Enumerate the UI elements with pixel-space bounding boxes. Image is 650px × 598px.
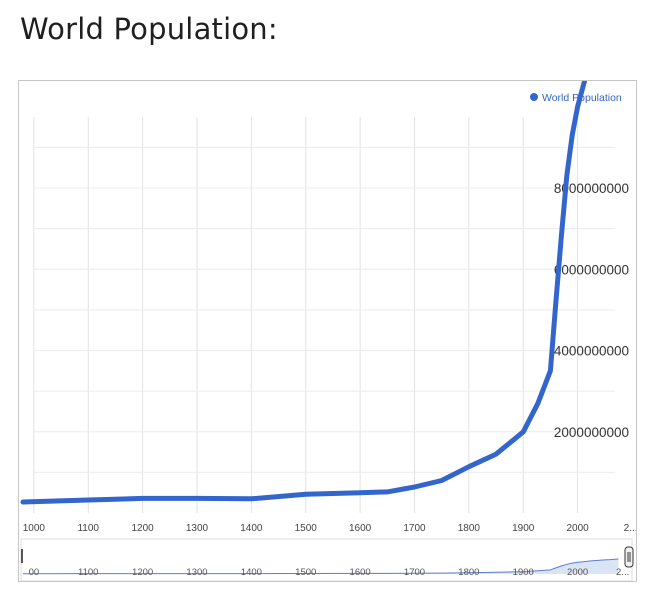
range-selector-tick-label: 1400	[241, 567, 262, 578]
y-tick-label: 2000000000	[554, 425, 629, 440]
page-title: World Population:	[20, 12, 278, 46]
range-selector[interactable]: 00 1100 1200 1300 1400 1500 1600 1700 1800 1900 20…	[20, 538, 634, 581]
y-tick-label: 4000000000	[554, 344, 629, 359]
chart-frame: 2000000000 4000000000 6000000000 8000000000…	[18, 80, 637, 582]
range-selector-background	[20, 538, 633, 581]
range-selector-tick-label: 1800	[458, 567, 479, 578]
range-selector-tick-label: 1300	[186, 567, 207, 578]
x-tick-label: 1600	[349, 523, 372, 534]
x-tick-label: 1100	[77, 523, 99, 534]
range-selector-tick-label: 2...	[616, 567, 629, 578]
x-tick-label: 1400	[240, 523, 263, 534]
legend-label-world-population[interactable]: World Population	[542, 92, 622, 104]
range-selector-tick-label: 00	[29, 567, 40, 578]
legend[interactable]: World Population	[530, 92, 622, 104]
x-tick-label: 1300	[186, 523, 209, 534]
range-selector-tick-label: 1600	[350, 567, 371, 578]
range-selector-mini-area	[23, 559, 619, 574]
range-selector-tick-label: 1700	[404, 567, 425, 578]
y-tick-label: 6000000000	[554, 262, 629, 277]
range-selector-tick-label: 1200	[132, 567, 153, 578]
range-selector-tick-label: 2000	[567, 567, 588, 578]
line-chart: 2000000000 4000000000 6000000000 8000000000…	[20, 81, 636, 581]
x-tick-label: 1900	[512, 523, 535, 534]
y-tick-label: 8000000000	[554, 181, 629, 196]
x-tick-label: 2000	[567, 523, 590, 534]
x-tick-label: 1000	[23, 523, 46, 534]
range-selector-mini-line	[22, 558, 619, 575]
x-tick-label: 1800	[458, 523, 481, 534]
x-tick-label: 1500	[295, 523, 318, 534]
x-tick-label: 2...	[624, 523, 636, 534]
x-tick-label: 1700	[403, 523, 426, 534]
series-line-world-population	[20, 81, 588, 505]
x-tick-label: 1200	[132, 523, 155, 534]
range-selector-right-handle[interactable]	[624, 546, 634, 568]
range-selector-tick-label: 1500	[295, 567, 316, 578]
range-selector-tick-label: 1900	[513, 567, 534, 578]
legend-swatch-world-population	[530, 93, 538, 101]
range-selector-tick-label: 1100	[78, 567, 98, 578]
